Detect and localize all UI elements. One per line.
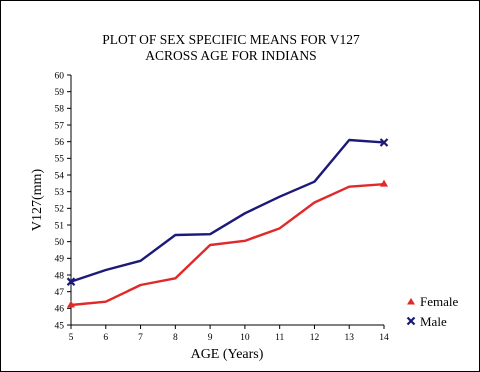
x-tick-label: 7: [138, 333, 143, 343]
series-line-female: [70, 182, 385, 307]
point-marker-male: [66, 277, 76, 286]
y-tick-label: 60: [55, 71, 65, 81]
legend-item-male: Male: [406, 314, 447, 329]
y-tick-label: 50: [55, 238, 65, 248]
x-axis-ticks: 5 6 7 8 9 10 11 12 13 14: [69, 325, 389, 343]
y-tick-label: 46: [55, 305, 65, 315]
y-tick-label: 59: [55, 88, 65, 98]
x-tick-label: 10: [240, 333, 250, 343]
y-tick-label: 56: [55, 138, 65, 148]
y-tick-label: 58: [55, 105, 65, 115]
x-axis-title: AGE (Years): [191, 347, 264, 362]
legend-label-male: Male: [420, 314, 447, 329]
x-tick-label: 12: [310, 333, 320, 343]
legend-label-female: Female: [420, 294, 458, 309]
y-tick-label: 48: [55, 271, 65, 281]
series-layer: [66, 138, 389, 308]
chart-title-line-1: PLOT OF SEX SPECIFIC MEANS FOR V127: [102, 32, 360, 47]
point-marker-female: [380, 179, 388, 187]
y-tick-label: 47: [55, 288, 65, 298]
y-tick-label: 51: [55, 221, 65, 231]
y-tick-label: 49: [55, 255, 65, 265]
legend-item-female: Female: [407, 294, 458, 309]
chart-title: PLOT OF SEX SPECIFIC MEANS FOR V127 ACRO…: [102, 32, 360, 63]
x-tick-label: 5: [69, 333, 74, 343]
y-tick-label: 45: [55, 321, 65, 331]
x-tick-label: 8: [173, 333, 178, 343]
legend-male-marker: [406, 316, 416, 326]
chart-legend: Female Male: [406, 294, 458, 329]
series-line-male: [70, 138, 385, 283]
x-tick-label: 6: [103, 333, 108, 343]
x-tick-label: 11: [275, 333, 284, 343]
y-tick-label: 52: [55, 205, 65, 215]
y-tick-label: 54: [55, 171, 65, 181]
y-axis-title: V127(mm): [30, 169, 45, 232]
x-tick-label: 13: [344, 333, 354, 343]
y-tick-label: 55: [55, 155, 65, 165]
chart-title-line-2: ACROSS AGE FOR INDIANS: [145, 48, 316, 63]
point-marker-female: [67, 300, 75, 308]
x-tick-label: 9: [208, 333, 213, 343]
y-tick-label: 57: [55, 121, 65, 131]
y-tick-label: 53: [55, 188, 65, 198]
x-tick-label: 14: [379, 333, 389, 343]
legend-female-marker: [407, 298, 415, 305]
point-marker-male: [379, 138, 389, 147]
y-axis-ticks: 45 46 47 48 49 50 51 52 53 54 55 56 57 58 59 60: [55, 71, 71, 331]
